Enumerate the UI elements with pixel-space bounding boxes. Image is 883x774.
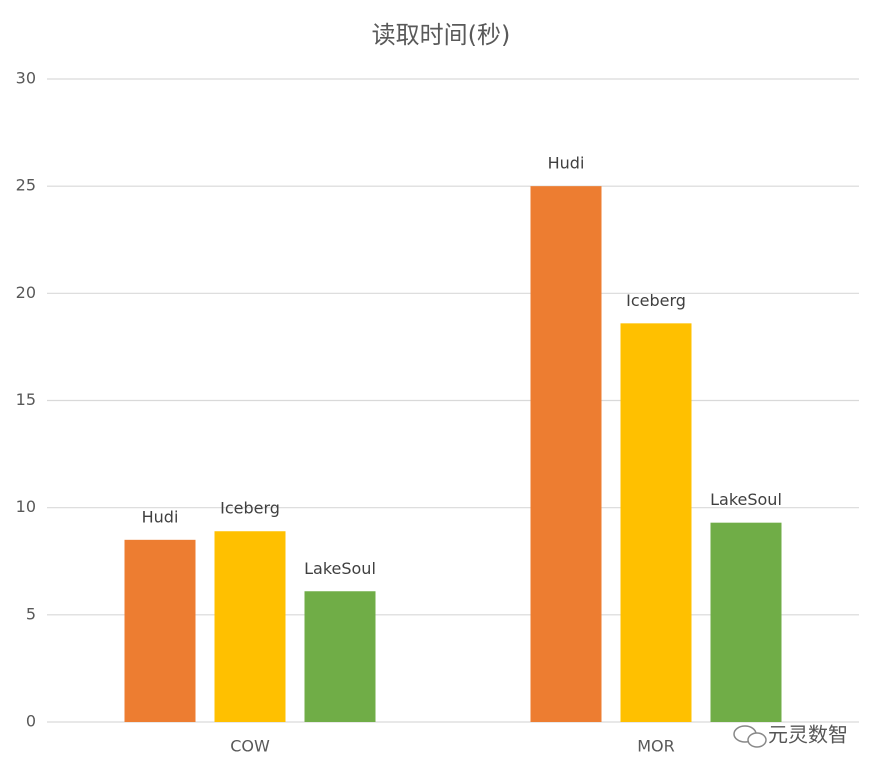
x-tick-label: COW (230, 737, 270, 756)
bar-label: LakeSoul (304, 559, 376, 578)
bar-label: Iceberg (626, 291, 686, 310)
bar (304, 591, 376, 722)
watermark-icon (733, 725, 767, 748)
bar (530, 186, 602, 722)
y-tick-label: 20 (16, 283, 36, 302)
y-tick-label: 25 (16, 176, 36, 195)
watermark: 元灵数智 (768, 723, 848, 747)
y-tick-label: 10 (16, 497, 36, 516)
y-tick-label: 0 (26, 712, 36, 731)
bar (620, 323, 692, 722)
y-tick-label: 30 (16, 69, 36, 88)
x-tick-label: MOR (637, 737, 675, 756)
bar (124, 539, 196, 722)
chart-title: 读取时间(秒) (372, 21, 511, 49)
bar-label: LakeSoul (710, 490, 782, 509)
y-tick-label: 5 (26, 604, 36, 623)
bar-label: Iceberg (220, 499, 280, 518)
bar-label: Hudi (142, 507, 179, 526)
bar-label: Hudi (548, 154, 585, 173)
bar (710, 522, 782, 722)
bar (214, 531, 286, 722)
y-tick-label: 15 (16, 390, 36, 409)
